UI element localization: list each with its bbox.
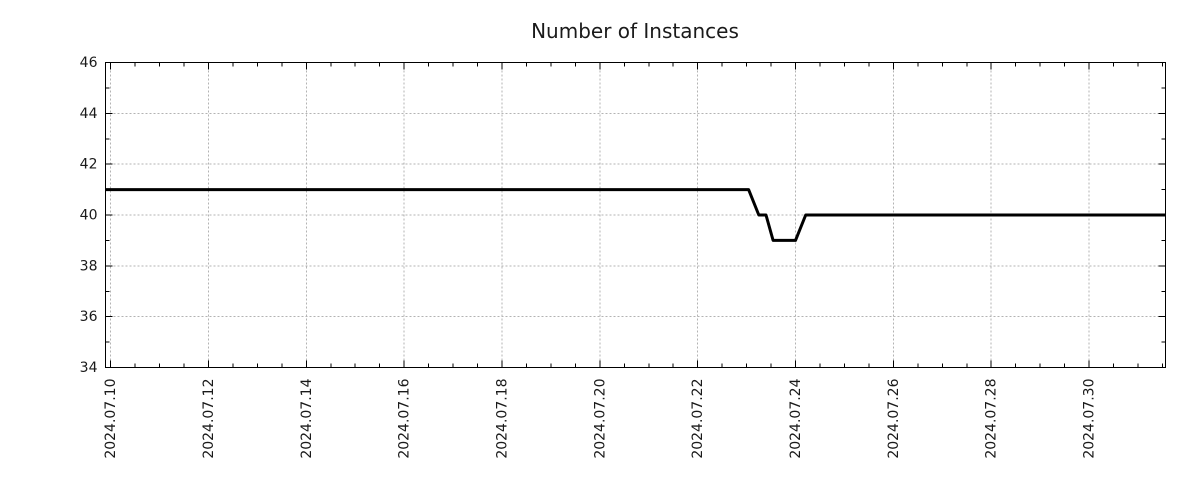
series-line [105, 188, 1166, 242]
x-tick-label: 2024.07.14 [299, 378, 315, 458]
axis-ticks [105, 62, 1166, 368]
y-tick-label: 38 [80, 258, 98, 274]
x-tick-label: 2024.07.24 [788, 378, 804, 458]
x-tick-label: 2024.07.20 [592, 379, 608, 459]
y-tick-label: 44 [80, 106, 98, 122]
chart-title: Number of Instances [531, 19, 739, 43]
x-tick-label: 2024.07.18 [494, 379, 510, 459]
x-tick-label: 2024.07.26 [886, 378, 902, 458]
x-tick-label: 2024.07.16 [397, 378, 413, 458]
x-tick-label: 2024.07.10 [103, 379, 119, 459]
x-tick-label: 2024.07.12 [201, 379, 217, 459]
x-tick-label: 2024.07.22 [690, 379, 706, 459]
x-axis-labels: 2024.07.10 2024.07.12 2024.07.14 2024.07.16… [103, 378, 1097, 458]
y-tick-label: 40 [80, 207, 98, 223]
y-tick-label: 36 [80, 309, 98, 325]
y-axis-labels: 34 36 38 40 42 44 46 [80, 55, 98, 376]
x-tick-label: 2024.07.28 [984, 378, 1000, 458]
y-tick-label: 42 [80, 157, 98, 173]
x-tick-label: 2024.07.30 [1082, 379, 1098, 459]
data-series [105, 188, 1166, 242]
y-tick-label: 34 [80, 360, 98, 376]
y-tick-label: 46 [80, 55, 98, 71]
